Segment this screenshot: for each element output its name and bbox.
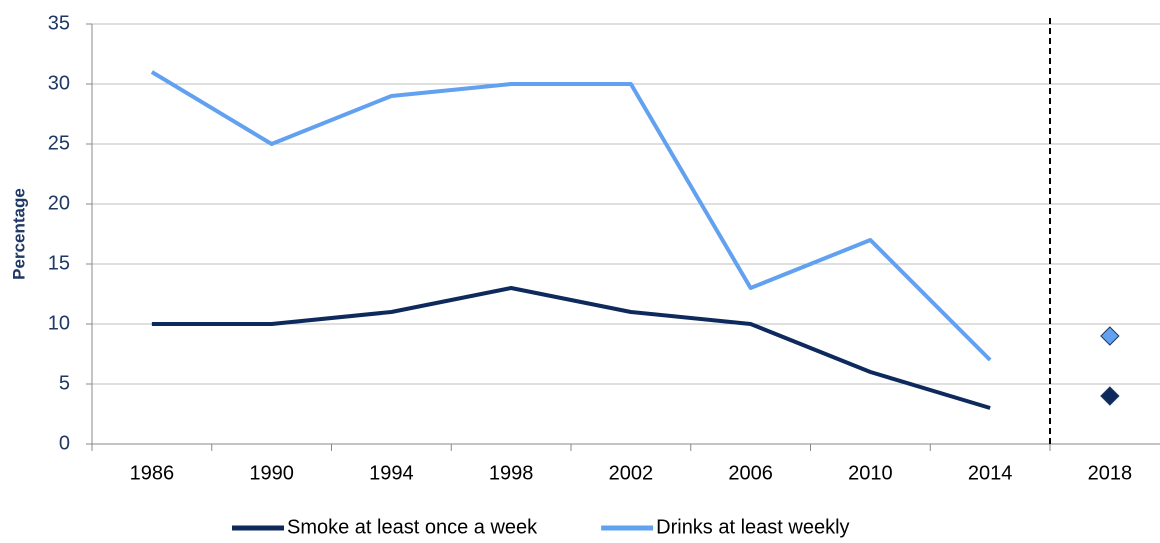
point-marker: [1100, 326, 1120, 346]
y-axis-label: Percentage: [9, 188, 28, 280]
x-tick-label: 1990: [249, 462, 294, 484]
x-tick-label: 1994: [369, 462, 414, 484]
x-tick-label: 1998: [489, 462, 534, 484]
x-tick-label: 2018: [1088, 462, 1133, 484]
x-tick-label: 2002: [609, 462, 654, 484]
y-tick-label: 30: [48, 72, 70, 94]
legend-label: Drinks at least weekly: [656, 516, 849, 538]
x-tick-label: 2006: [728, 462, 773, 484]
series-line: [151, 286, 991, 410]
y-tick-label: 0: [59, 432, 70, 454]
point-marker: [1100, 386, 1120, 406]
y-tick-label: 15: [48, 252, 70, 274]
y-tick-label: 10: [48, 312, 70, 334]
y-tick-label: 35: [48, 12, 70, 34]
y-tick-label: 25: [48, 132, 70, 154]
y-tick-label: 5: [59, 372, 70, 394]
x-tick-label: 1986: [130, 462, 175, 484]
series-line: [150, 70, 992, 362]
y-tick-label: 20: [48, 192, 70, 214]
x-tick-label: 2014: [968, 462, 1013, 484]
legend-label: Smoke at least once a week: [287, 516, 538, 538]
x-tick-label: 2010: [848, 462, 893, 484]
